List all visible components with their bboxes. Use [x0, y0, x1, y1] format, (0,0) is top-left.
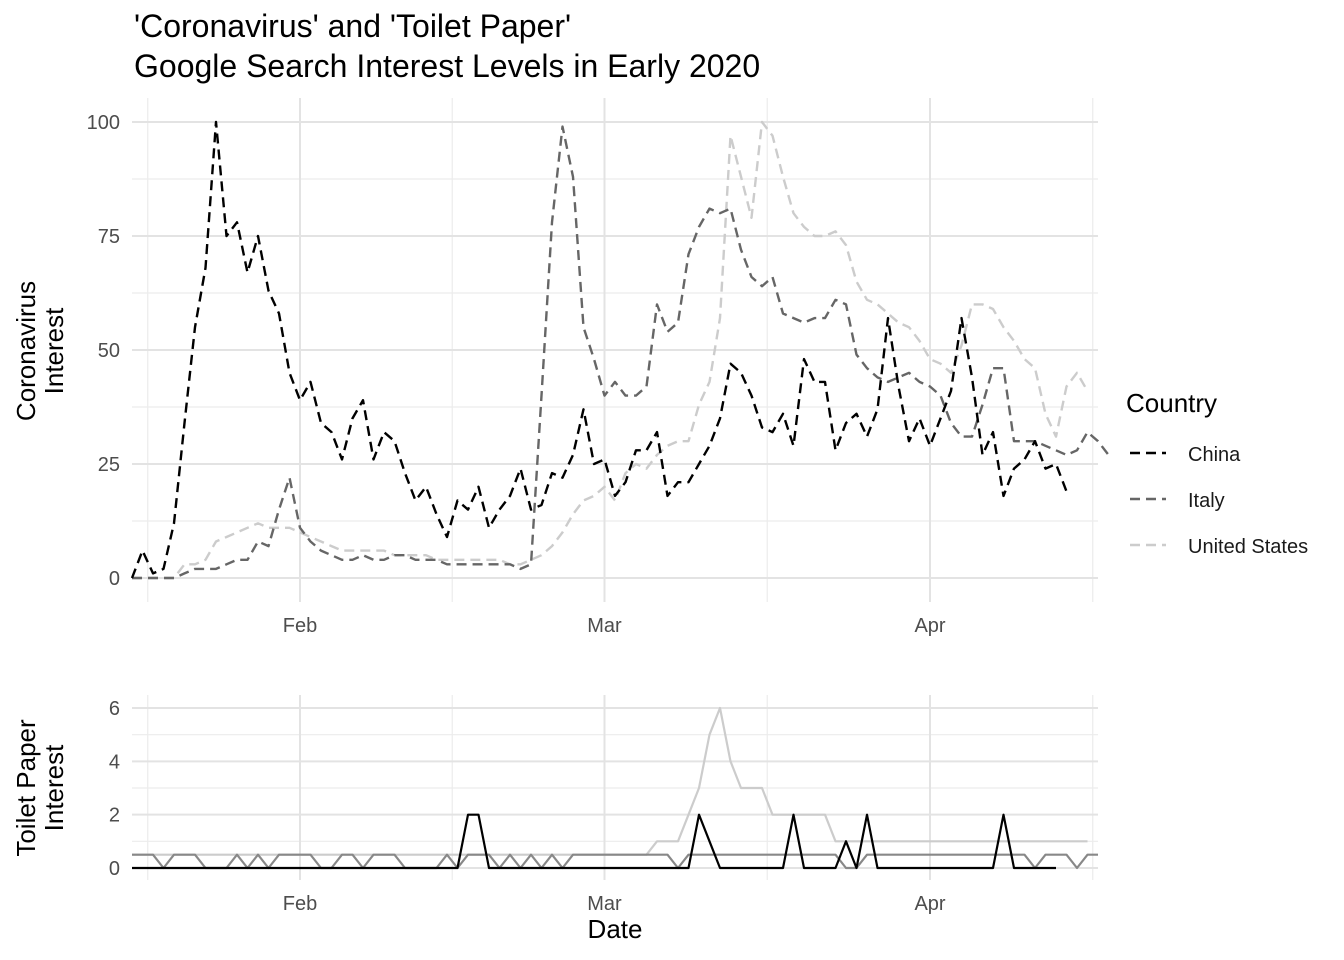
legend-label-china: China — [1188, 444, 1241, 466]
bottom-y-axis-label-line-1: Toilet Paper — [11, 719, 41, 857]
top-y-tick-label: 0 — [109, 568, 120, 590]
legend-title: Country — [1126, 388, 1218, 418]
top-series-united-states — [132, 120, 1089, 580]
bottom-y-tick-label: 6 — [109, 698, 120, 720]
top-y-tick-label: 75 — [98, 226, 120, 248]
top-y-axis-label: Coronavirus Interest — [11, 280, 69, 422]
top-y-tick-label: 50 — [98, 340, 120, 362]
bottom-x-tick-label: Apr — [914, 893, 945, 915]
x-axis-label: Date — [587, 914, 643, 944]
legend-key-italy — [1130, 497, 1166, 501]
legend-key-united-states — [1130, 543, 1166, 547]
top-y-axis-label-line-1: Coronavirus — [11, 280, 41, 422]
legend-item-china: China — [1126, 439, 1240, 485]
chart-subtitle: Google Search Interest Levels in Early 2… — [134, 48, 761, 84]
chart-title: 'Coronavirus' and 'Toilet Paper' — [134, 8, 572, 44]
bottom-y-tick-label: 2 — [109, 805, 120, 827]
bottom-series-china — [132, 813, 1056, 870]
legend-key-china — [1130, 451, 1166, 455]
legend-label-united-states: United States — [1188, 536, 1309, 558]
top-series-italy — [132, 125, 1110, 580]
top-x-tick-label: Feb — [283, 615, 317, 637]
legend-item-united-states: United States — [1126, 531, 1308, 577]
top-x-tick-label: Apr — [914, 615, 945, 637]
top-y-tick-label: 25 — [98, 454, 120, 476]
top-y-tick-label: 100 — [87, 112, 120, 134]
bottom-y-tick-label: 0 — [109, 858, 120, 880]
legend-item-italy: Italy — [1126, 485, 1225, 531]
bottom-y-axis-label: Toilet Paper Interest — [11, 719, 69, 857]
legend-label-italy: Italy — [1188, 490, 1225, 512]
top-y-axis-label-line-2: Interest — [39, 307, 69, 395]
top-series-china — [130, 120, 1068, 579]
top-x-tick-label: Mar — [587, 615, 622, 637]
bottom-series-italy — [132, 853, 1098, 870]
bottom-series-united-states — [132, 706, 1088, 856]
bottom-x-tick-label: Mar — [587, 893, 622, 915]
bottom-y-axis-label-line-2: Interest — [39, 744, 69, 832]
bottom-y-tick-label: 4 — [109, 751, 120, 773]
bottom-x-tick-label: Feb — [283, 893, 317, 915]
legend: Country China Italy United States — [1126, 388, 1308, 577]
